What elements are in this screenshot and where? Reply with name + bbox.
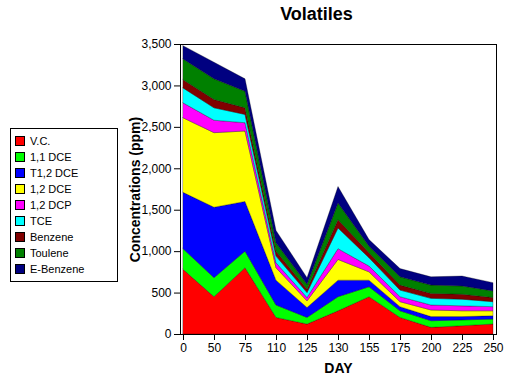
- svg-text:125: 125: [297, 341, 317, 355]
- svg-text:Concentrations (ppm): Concentrations (ppm): [127, 117, 143, 262]
- svg-text:200: 200: [421, 341, 441, 355]
- svg-text:2,500: 2,500: [141, 120, 171, 134]
- svg-text:225: 225: [452, 341, 472, 355]
- html-text:1,2 DCP: 1,2 DCP: [30, 199, 72, 211]
- html-text:T1,2 DCE: T1,2 DCE: [30, 167, 79, 179]
- svg-text:1,500: 1,500: [141, 203, 171, 217]
- html-text:Benzene: Benzene: [30, 231, 74, 243]
- svg-text:DAY: DAY: [324, 360, 353, 376]
- svg-text:1,000: 1,000: [141, 244, 171, 258]
- html-text:TCE: TCE: [30, 215, 52, 227]
- svg-text:110: 110: [267, 341, 286, 355]
- html-text:V.C.: V.C.: [30, 135, 51, 147]
- html-text:Volatiles: Volatiles: [280, 4, 353, 24]
- svg-text:250: 250: [483, 341, 503, 355]
- html-text:E-Benzene: E-Benzene: [30, 263, 85, 275]
- svg-text:500: 500: [151, 286, 171, 300]
- svg-text:50: 50: [208, 341, 222, 355]
- html-text:1,1 DCE: 1,1 DCE: [30, 151, 72, 163]
- svg-text:75: 75: [239, 341, 253, 355]
- svg-text:3,000: 3,000: [141, 79, 171, 93]
- svg-text:3,500: 3,500: [141, 37, 171, 51]
- svg-text:0: 0: [180, 341, 187, 355]
- svg-text:130: 130: [328, 341, 348, 355]
- svg-text:155: 155: [359, 341, 379, 355]
- svg-text:2,000: 2,000: [141, 162, 171, 176]
- svg-text:175: 175: [390, 341, 410, 355]
- html-text:1,2 DCE: 1,2 DCE: [30, 183, 72, 195]
- html-text:Toulene: Toulene: [30, 247, 69, 259]
- svg-text:0: 0: [165, 327, 172, 341]
